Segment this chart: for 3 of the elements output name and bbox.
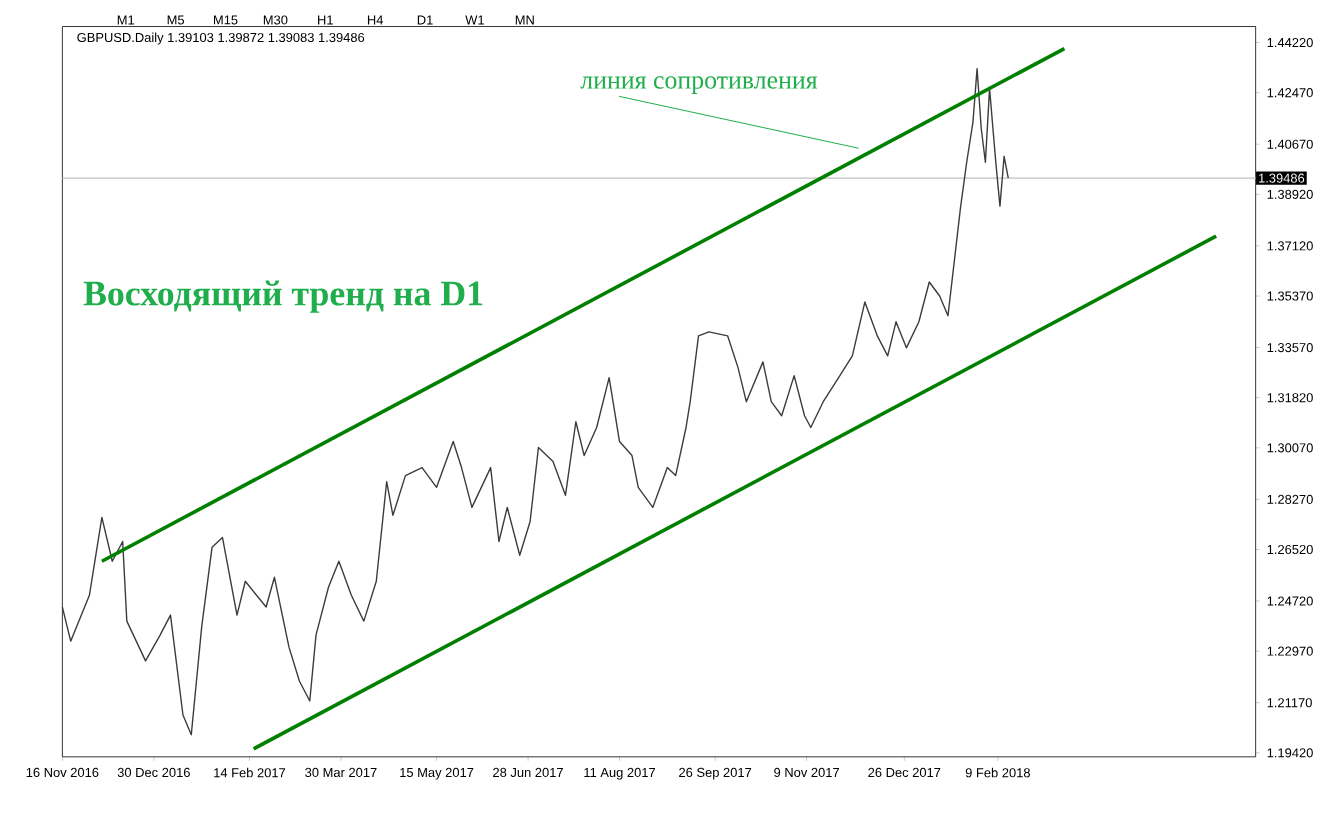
annotation: линия сопротивления: [580, 76, 818, 94]
line-series: [61, 67, 1009, 736]
annotation: Восходящий тренд на D1: [83, 280, 483, 313]
